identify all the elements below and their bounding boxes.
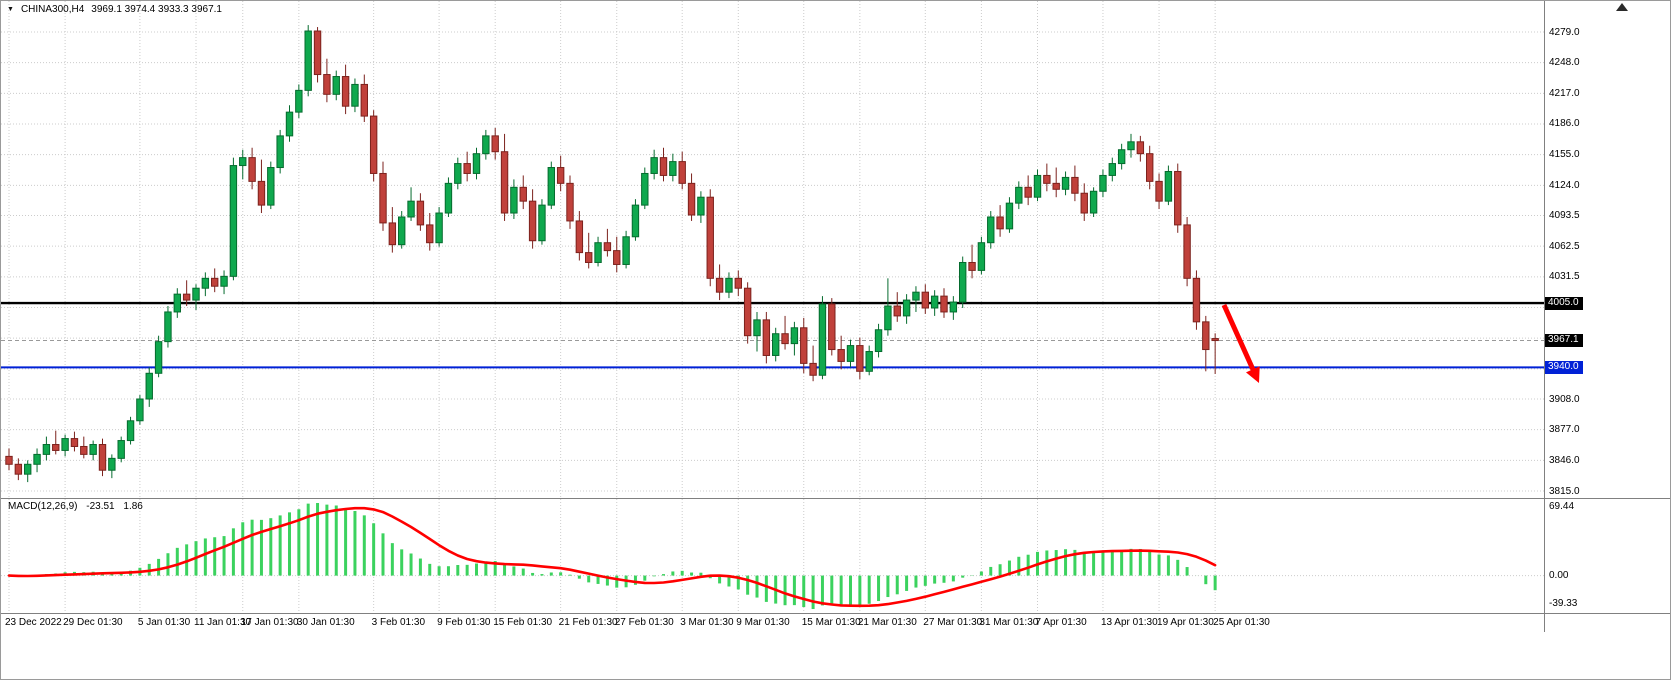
trend-arrow[interactable]: [1221, 303, 1260, 383]
macd-signal-line: [7, 506, 1217, 608]
macd-legend: MACD(12,26,9) -23.51 1.86: [8, 501, 149, 512]
symbol-timeframe-label: CHINA300,H4: [20, 4, 85, 15]
chart-shift-marker-icon[interactable]: [1616, 3, 1628, 11]
chart-legend: ▼ CHINA300,H4 3969.1 3974.4 3933.3 3967.…: [7, 4, 222, 15]
candlestick-series: [5, 25, 1219, 483]
symbol-dropdown-icon[interactable]: ▼: [7, 5, 14, 13]
grid-horizontal: [1, 31, 1544, 492]
macd-signal-value: 1.86: [123, 501, 143, 512]
macd-histogram: [16, 503, 1217, 609]
ohlc-values: 3969.1 3974.4 3933.3 3967.1: [91, 4, 222, 15]
macd-main-value: -23.51: [86, 501, 115, 512]
macd-indicator-name: MACD(12,26,9): [8, 501, 78, 512]
grid-vertical: [8, 1, 1216, 613]
